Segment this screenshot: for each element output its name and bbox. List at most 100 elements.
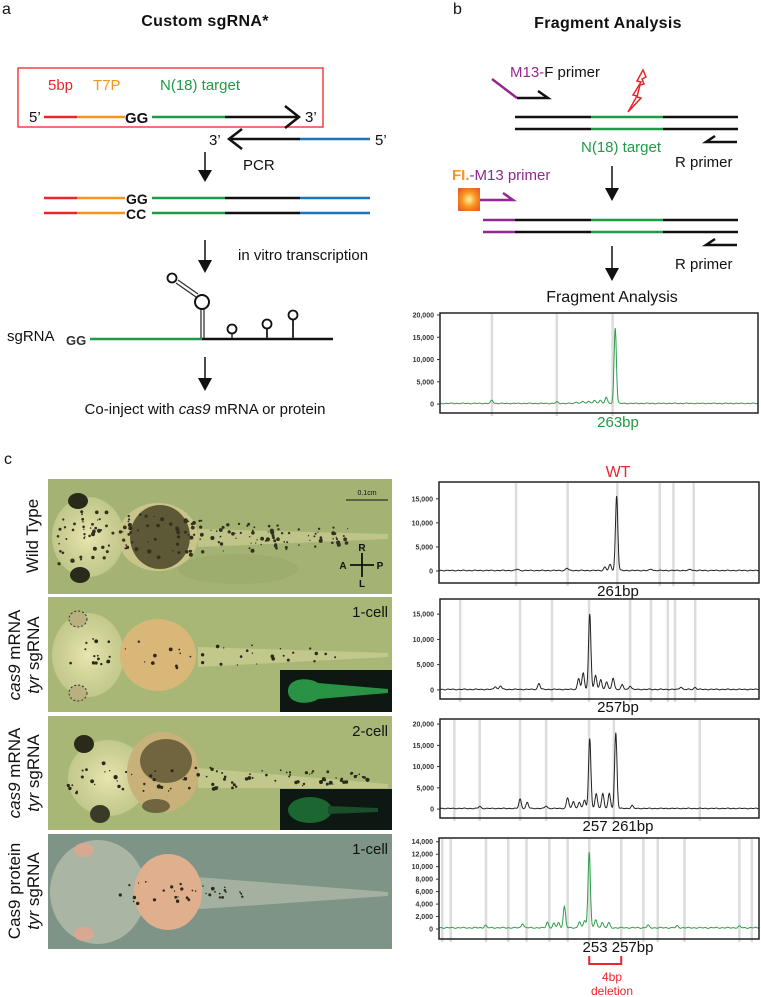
pigment-spot — [317, 531, 319, 533]
down-arrow-icon — [605, 246, 619, 281]
deletion-bracket — [588, 956, 623, 965]
pigment-spot — [215, 770, 218, 773]
y-tick-label: 5,000 — [416, 379, 434, 386]
pigment-spot — [85, 641, 88, 644]
trace-line — [438, 852, 759, 929]
pigment-spot — [323, 779, 327, 782]
gfp-inset-image — [280, 670, 392, 712]
wt-label: WT — [606, 464, 631, 481]
gene-name: cas9 — [5, 664, 24, 700]
pigment-spot — [185, 550, 189, 554]
pigment-spot — [92, 638, 94, 640]
gfp-inset-image — [280, 789, 392, 830]
pigment-spot — [250, 548, 255, 553]
pigment-spot — [288, 771, 292, 774]
pigment-spot — [100, 662, 103, 666]
fragment-analysis-label: Fragment Analysis — [546, 289, 678, 306]
pigment-spot — [273, 544, 278, 548]
pigment-spot — [175, 899, 180, 903]
pigment-spot — [256, 663, 258, 665]
pigment-spot — [187, 898, 191, 902]
pigment-spot — [309, 647, 312, 650]
pigment-spot — [189, 655, 192, 658]
trace-line — [439, 495, 759, 572]
pigment-spot — [200, 653, 205, 657]
pigment-spot — [177, 551, 181, 555]
sgrna-label: sgRNA — [7, 328, 55, 345]
pigment-spot — [210, 529, 212, 531]
reagent: sgRNA — [24, 734, 43, 793]
pigment-spot — [188, 786, 191, 790]
pigment-spot — [234, 532, 236, 534]
pigment-spot — [139, 513, 142, 516]
y-tick-label: 10,000 — [412, 864, 434, 871]
pigment-spot — [98, 518, 101, 521]
pigment-spot — [231, 786, 234, 790]
pigment-spot — [143, 782, 146, 786]
pigment-spot — [137, 640, 140, 643]
pigment-spot — [160, 517, 165, 522]
forward-oligo-box — [17, 67, 324, 128]
pigment-spot — [199, 525, 203, 529]
pigment-spot — [90, 779, 94, 784]
pigment-spot — [170, 769, 174, 773]
panel-letter-c: c — [4, 451, 12, 468]
pigment-spot — [152, 778, 156, 782]
pigment-spot — [311, 772, 313, 774]
pigment-spot — [311, 770, 315, 773]
pigment-spot — [251, 529, 254, 532]
pigment-spot — [134, 547, 139, 552]
pigment-spot — [94, 661, 98, 665]
y-tick-label: 0 — [430, 687, 434, 694]
pigment-spot — [284, 546, 288, 549]
pigment-spot — [286, 658, 290, 662]
pigment-spot — [178, 648, 181, 651]
compass-p: P — [377, 561, 384, 572]
pigment-spot — [201, 661, 205, 665]
pigment-spot — [250, 542, 252, 544]
pigment-spot — [190, 550, 193, 552]
pigment-spot — [221, 896, 225, 899]
dsdna-template — [44, 196, 370, 215]
pigment-spot — [100, 529, 103, 531]
pigment-spot — [175, 527, 180, 532]
pigment-spot — [176, 542, 180, 546]
pigment-spot — [226, 523, 230, 527]
reagent: Cas9 protein — [5, 843, 24, 939]
tadpole-photo-cas9-mrna-1cell: 1-cell — [48, 597, 392, 712]
pigment-spot — [194, 890, 197, 892]
peak-size-label: 261bp — [597, 583, 639, 600]
pigment-spot — [223, 777, 226, 781]
pigment-spot — [170, 885, 174, 889]
pigment-spot — [237, 522, 241, 526]
chart-1: 0 5,000 10,000 15,000 20,000 263bp — [413, 312, 759, 431]
pigment-spot — [176, 530, 181, 535]
pigment-spot — [138, 882, 140, 884]
pigment-spot — [210, 535, 215, 541]
pigment-spot — [307, 535, 310, 537]
coinject-label: Co-inject with cas9 mRNA or protein — [85, 401, 326, 418]
in-vitro-transcription-label: in vitro transcription — [238, 247, 368, 264]
f-primer-suffix: F primer — [544, 64, 600, 81]
pigment-spot — [217, 541, 221, 544]
pigment-spot — [251, 531, 255, 535]
pigment-spot — [205, 892, 207, 895]
pigment-spot — [267, 524, 271, 528]
y-tick-label: 0 — [429, 927, 433, 934]
pigment-spot — [328, 782, 332, 785]
pigment-spot — [118, 893, 122, 897]
r-primer-label: R primer — [675, 256, 733, 273]
plot-area — [440, 313, 758, 413]
pigment-spot — [314, 651, 318, 656]
pigment-spot — [279, 648, 282, 650]
pigment-spot — [111, 531, 115, 535]
pigment-spot — [156, 555, 161, 560]
deletion-label: deletion — [591, 984, 633, 997]
pigment-spot — [235, 785, 238, 788]
arrowhead-icon — [284, 105, 302, 129]
pigment-spot — [224, 886, 226, 889]
pigment-spot — [128, 884, 131, 887]
pigment-spot — [97, 657, 100, 661]
gg-label: GG — [125, 110, 148, 127]
pigment-spot — [332, 526, 335, 529]
